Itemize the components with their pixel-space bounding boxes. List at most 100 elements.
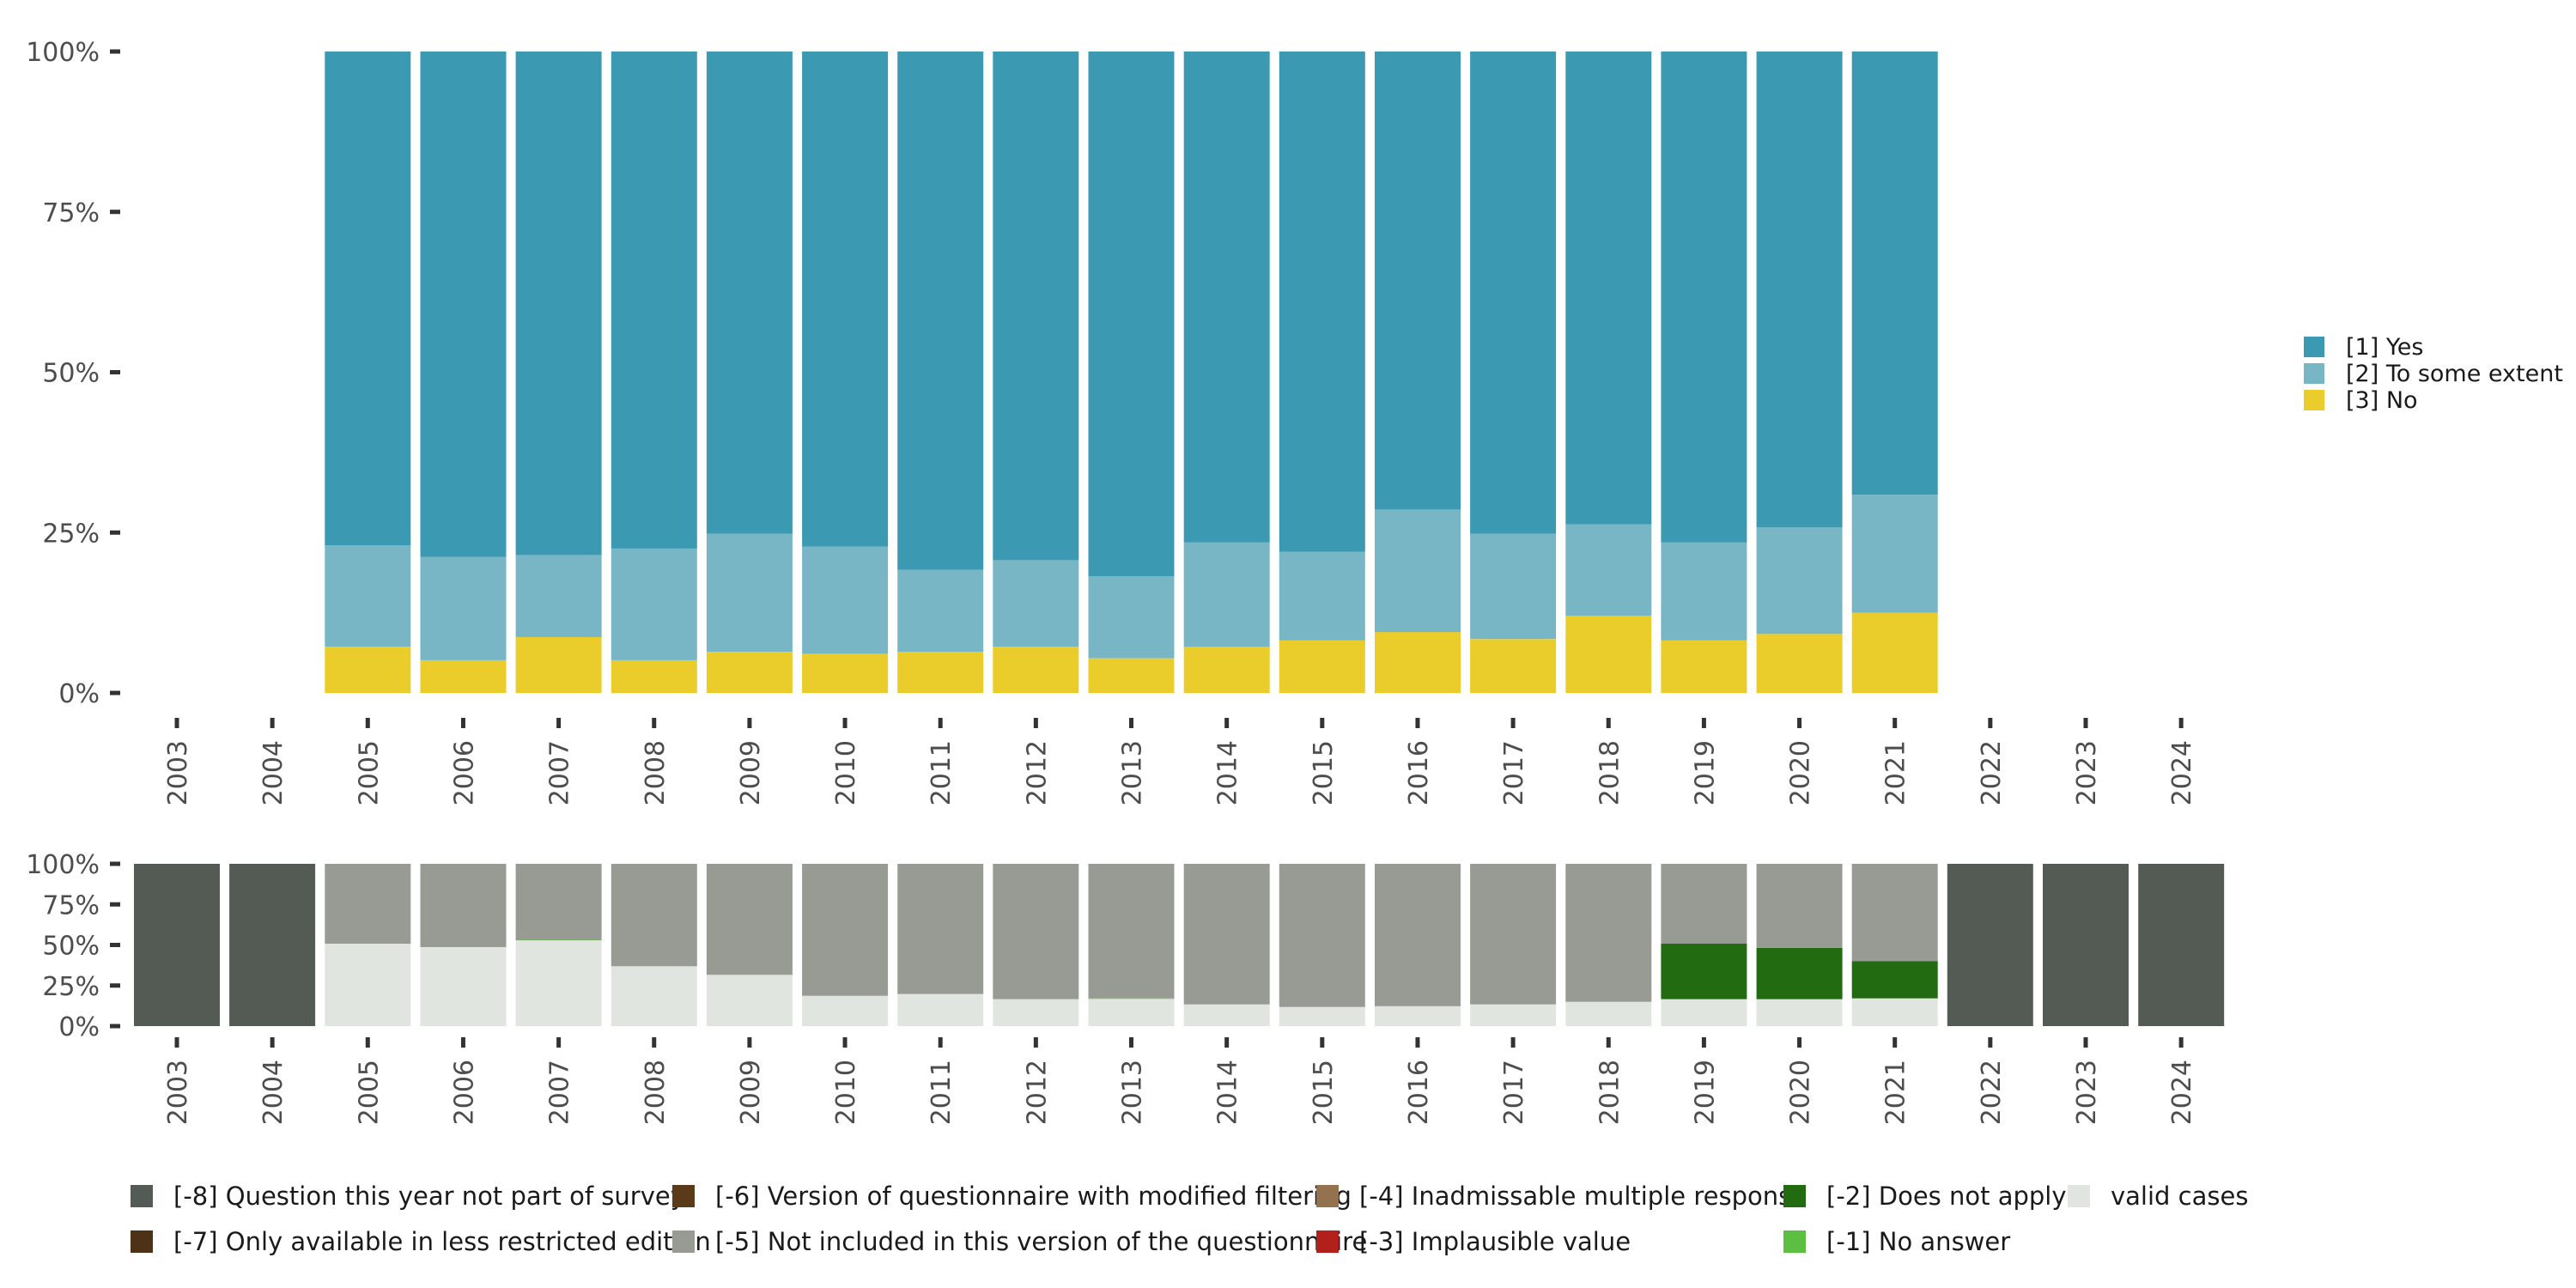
- bar-segment: [1088, 52, 1175, 576]
- x-tick-label: 2021: [1881, 740, 1911, 805]
- y-tick-label: 100%: [26, 38, 100, 68]
- legend-label: [-4] Inadmissable multiple response: [1359, 1182, 1807, 1211]
- bar-segment: [325, 864, 411, 944]
- x-tick-label: 2016: [1404, 1060, 1434, 1125]
- bar-segment: [1756, 999, 1843, 1026]
- bar-segment: [1375, 509, 1461, 633]
- y-tick-label: 75%: [42, 890, 100, 920]
- bar-segment: [1088, 658, 1175, 693]
- x-tick-label: 2004: [258, 740, 289, 805]
- x-tick-label: 2022: [1977, 740, 2007, 805]
- bar-segment: [1470, 1004, 1557, 1026]
- bar-segment: [325, 944, 411, 1026]
- bottom-bars: [134, 864, 2225, 1026]
- legend-swatch: [131, 1230, 153, 1253]
- bar-segment: [1756, 634, 1843, 693]
- bar-segment: [1565, 1001, 1652, 1026]
- bar-segment: [1279, 864, 1365, 1007]
- legend-label: [-8] Question this year not part of surv…: [173, 1182, 685, 1211]
- bar-segment: [1851, 495, 1938, 613]
- bar-segment: [1756, 52, 1843, 528]
- legend-swatch: [672, 1185, 695, 1207]
- bar-segment: [1661, 864, 1747, 944]
- bottom-plot-missing-values: 0% 25% 50% 75% 100% 2003 2004 2005 2006 2007 2008…: [26, 850, 2225, 1125]
- x-tick-label: 2006: [449, 1060, 479, 1125]
- bar-segment: [1661, 52, 1747, 543]
- bar-segment: [1279, 52, 1365, 552]
- bar-segment: [515, 637, 602, 693]
- x-tick-label: 2010: [831, 740, 861, 805]
- bar-segment: [611, 548, 697, 660]
- bar-segment: [897, 569, 984, 653]
- legend-label: [-7] Only available in less restricted e…: [173, 1227, 711, 1256]
- legend-swatch: [131, 1185, 153, 1207]
- bar-segment: [1470, 52, 1557, 534]
- top-x-axis: 2003 2004 2005 2006 2007 2008 2009 2010 2011 2012…: [163, 718, 2197, 805]
- legend-label: [1] Yes: [2346, 334, 2423, 361]
- legend-swatch: [1316, 1185, 1339, 1207]
- bar-segment: [993, 52, 1079, 561]
- y-tick-label: 50%: [42, 932, 100, 962]
- bar-segment: [1947, 864, 2033, 1026]
- x-tick-label: 2003: [163, 1060, 193, 1125]
- x-tick-label: 2009: [736, 740, 766, 805]
- bar-segment: [1088, 999, 1175, 1026]
- bar-segment: [1375, 52, 1461, 510]
- bar-segment: [1470, 864, 1557, 1005]
- legend-swatch: [1316, 1230, 1339, 1253]
- bar-segment: [1183, 864, 1270, 1005]
- bar-segment: [611, 966, 697, 1026]
- x-tick-label: 2012: [1022, 740, 1052, 805]
- legend-swatch: [2304, 390, 2324, 410]
- y-tick-label: 0%: [58, 1012, 100, 1042]
- bar-segment: [993, 999, 1079, 1026]
- x-tick-label: 2014: [1213, 740, 1243, 805]
- top-legend: [1] Yes[2] To some extent[3] No: [2304, 334, 2563, 414]
- x-tick-label: 2024: [2167, 1060, 2197, 1125]
- x-tick-label: 2023: [2072, 740, 2102, 805]
- bar-segment: [1565, 524, 1652, 617]
- legend-swatch: [1783, 1230, 1806, 1253]
- bar-segment: [897, 52, 984, 570]
- legend-swatch: [1783, 1185, 1806, 1207]
- bar-segment: [1565, 616, 1652, 693]
- bar-segment: [897, 993, 984, 1026]
- legend-swatch: [2304, 363, 2324, 384]
- bar-segment: [134, 864, 220, 1026]
- bar-segment: [325, 52, 411, 546]
- x-tick-label: 2005: [354, 1060, 384, 1125]
- bar-segment: [611, 864, 697, 967]
- bar-segment: [993, 560, 1079, 647]
- bar-segment: [229, 864, 316, 1026]
- y-tick-label: 50%: [42, 359, 100, 389]
- x-tick-label: 2013: [1118, 1060, 1148, 1125]
- x-tick-label: 2010: [831, 1060, 861, 1125]
- bar-segment: [1183, 542, 1270, 647]
- bar-segment: [611, 659, 697, 693]
- bar-segment: [706, 533, 793, 653]
- bar-segment: [1279, 640, 1365, 693]
- bar-segment: [897, 652, 984, 693]
- x-tick-label: 2015: [1309, 1060, 1339, 1125]
- y-tick-label: 100%: [26, 850, 100, 880]
- x-tick-label: 2021: [1881, 1060, 1911, 1125]
- bar-segment: [802, 995, 889, 1026]
- bar-segment: [1375, 1005, 1461, 1026]
- legend-label: [-6] Version of questionnaire with modif…: [715, 1182, 1352, 1211]
- x-tick-label: 2017: [1499, 740, 1529, 805]
- legend-swatch: [2068, 1185, 2090, 1207]
- x-tick-label: 2006: [449, 740, 479, 805]
- bottom-legend: [-8] Question this year not part of surv…: [131, 1182, 2248, 1256]
- y-tick-label: 0%: [58, 679, 100, 709]
- x-tick-label: 2018: [1595, 740, 1625, 805]
- bar-segment: [1851, 864, 1938, 962]
- bar-segment: [1851, 52, 1938, 495]
- x-tick-label: 2011: [927, 740, 957, 805]
- top-y-axis: 0% 25% 50% 75% 100%: [26, 38, 120, 709]
- bar-segment: [515, 939, 602, 941]
- x-tick-label: 2003: [163, 740, 193, 805]
- legend-label: [3] No: [2346, 387, 2418, 414]
- x-tick-label: 2007: [545, 740, 575, 805]
- legend-swatch: [2304, 337, 2324, 357]
- bar-segment: [2138, 864, 2225, 1026]
